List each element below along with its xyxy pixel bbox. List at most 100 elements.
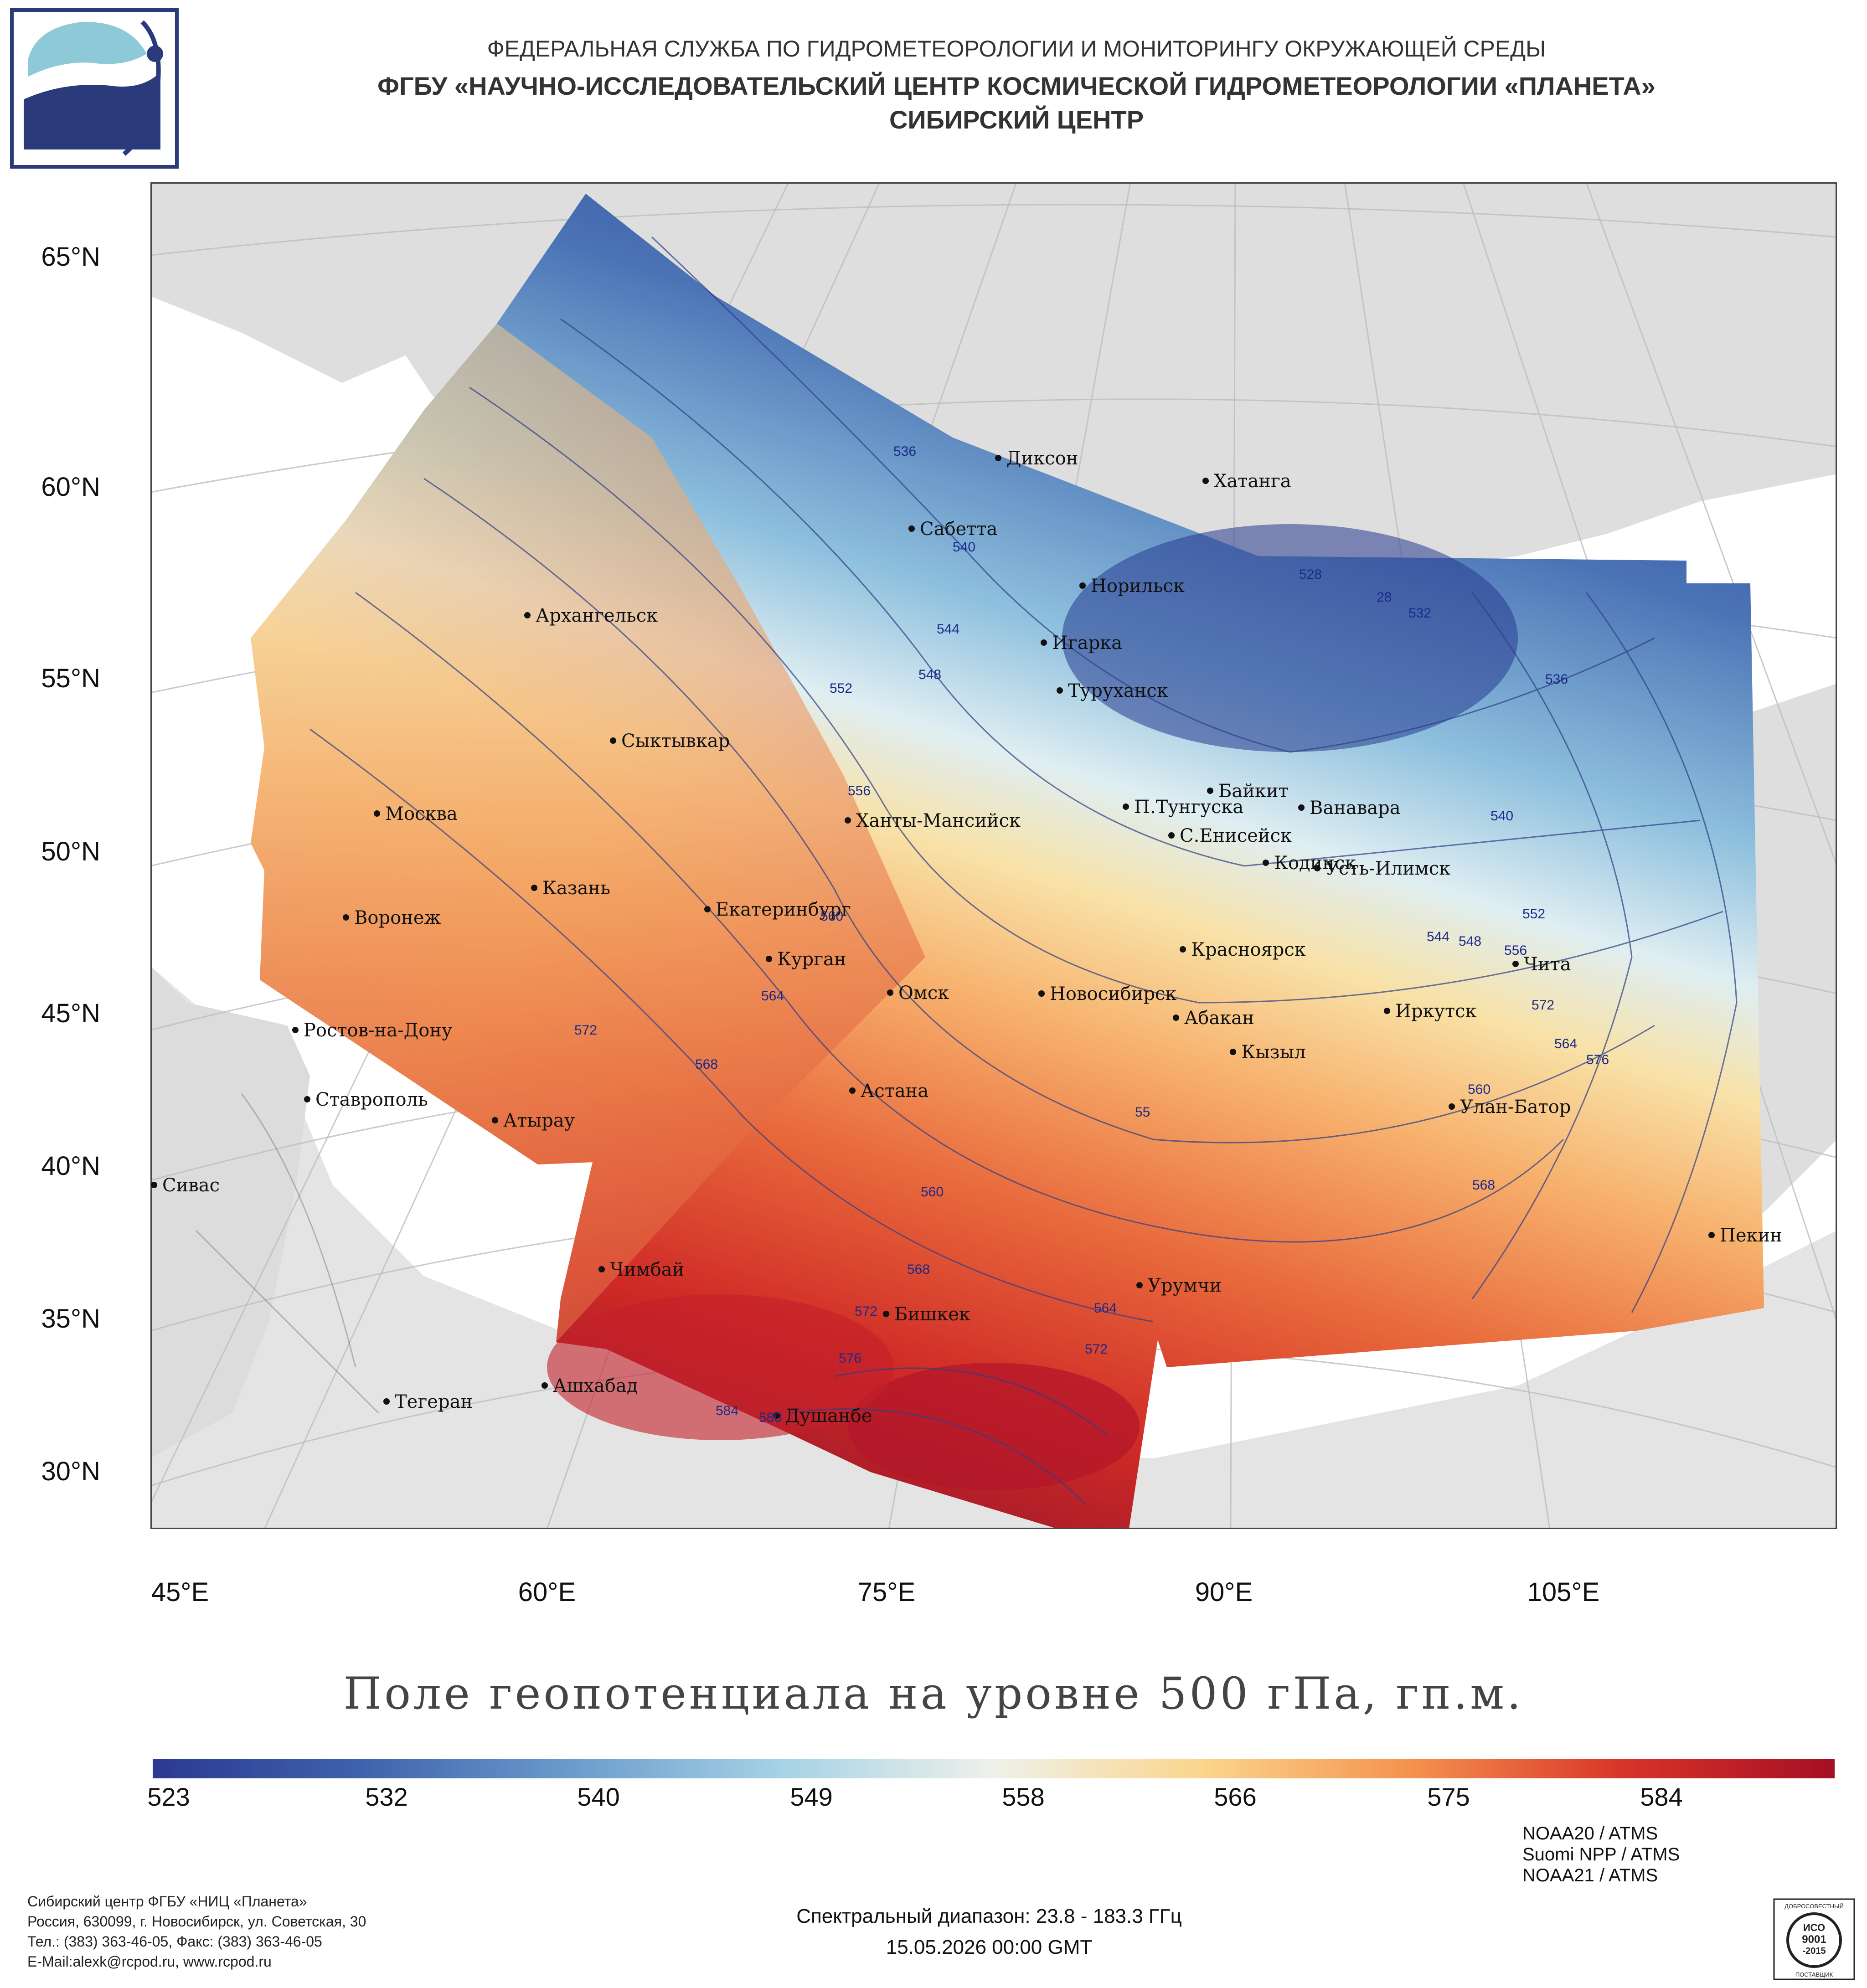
map-title: Поле геопотенциала на уровне 500 гПа, гп… [343, 1668, 1524, 1719]
city-label: Атырау [503, 1110, 575, 1131]
city-label: Игарка [1052, 633, 1122, 654]
city-marker-icon [766, 956, 772, 962]
contour-value-label: 556 [1504, 943, 1527, 958]
city-marker-icon [887, 989, 893, 996]
contact-email[interactable]: E-Mail:alexk@rcpod.ru, www.rcpod.ru [27, 1953, 272, 1970]
satellite-item: Suomi NPP / ATMS [1522, 1844, 1680, 1864]
colorbar-tick-523: 523 [147, 1782, 190, 1811]
city-marker-icon [995, 455, 1001, 461]
iso-certification-badge-icon: ДОБРОСОВЕСТНЫЙ ИСО 9001 -2015 ПОСТАВЩИК [1773, 1898, 1855, 1980]
contour-value-label: 560 [1468, 1082, 1491, 1097]
contour-value-label: 548 [1459, 934, 1481, 949]
contour-value-label: 544 [937, 622, 959, 637]
city-marker-icon [883, 1311, 889, 1317]
contour-value-label: 540 [1491, 809, 1513, 824]
contour-value-label: 552 [830, 681, 852, 696]
colorbar-tick-575: 575 [1427, 1782, 1470, 1811]
lon-label-105: 105°E [1527, 1577, 1600, 1607]
contour-value-label: 576 [1586, 1052, 1609, 1067]
city-label: Усть-Илимск [1325, 858, 1450, 879]
city-marker-icon [383, 1398, 390, 1405]
city-label: Ашхабад [553, 1375, 638, 1396]
satellite-item: NOAA20 / ATMS [1522, 1823, 1658, 1844]
city-label: Байкит [1218, 781, 1289, 802]
contour-value-label: 568 [907, 1262, 930, 1277]
city-label: Ростов-на-Дону [304, 1020, 453, 1041]
city-label: Тегеран [395, 1391, 473, 1412]
city-marker-icon [1136, 1282, 1143, 1288]
contour-value-label: 564 [761, 989, 784, 1004]
contour-value-label: 28 [1377, 590, 1392, 605]
planeta-logo-icon [10, 8, 179, 169]
lon-label-60: 60°E [518, 1577, 576, 1607]
contour-value-label: 540 [953, 540, 975, 555]
city-label: Новосибирск [1050, 984, 1176, 1004]
city-label: Урумчи [1148, 1275, 1222, 1296]
city-marker-icon [304, 1096, 310, 1102]
city-label: Архангельск [536, 605, 658, 626]
satellite-item: NOAA21 / ATMS [1522, 1865, 1658, 1885]
contact-phone: Тел.: (383) 363-46-05, Факс: (383) 363-4… [27, 1933, 322, 1950]
lat-label-50: 50°N [41, 837, 100, 866]
lon-label-45: 45°E [151, 1577, 209, 1607]
city-marker-icon [1202, 478, 1209, 484]
contact-address: Россия, 630099, г. Новосибирск, ул. Сове… [27, 1913, 366, 1930]
colorbar-tick-558: 558 [1002, 1782, 1045, 1811]
geopotential-map: Диксон Хатанга Сабетта Норильск Архангельск И… [150, 182, 1837, 1529]
colorbar-tick-566: 566 [1214, 1782, 1257, 1811]
city-label: Иркутск [1395, 1001, 1477, 1022]
city-label: Бишкек [894, 1304, 970, 1325]
city-label: Красноярск [1191, 939, 1306, 960]
city-marker-icon [1384, 1008, 1390, 1014]
city-label: С.Енисейск [1180, 825, 1292, 846]
city-marker-icon [1168, 832, 1175, 839]
contour-value-label: 580 [759, 1410, 782, 1425]
iso-top-text: ДОБРОСОВЕСТНЫЙ [1784, 1903, 1844, 1910]
colorbar [153, 1759, 1835, 1778]
contour-value-label: 548 [918, 667, 941, 682]
city-marker-icon [343, 914, 349, 921]
colorbar-tick-549: 549 [790, 1782, 833, 1811]
city-marker-icon [374, 810, 380, 817]
lon-label-75: 75°E [857, 1577, 916, 1607]
colorbar-tick-540: 540 [577, 1782, 620, 1811]
city-marker-icon [531, 885, 537, 891]
contact-info: Сибирский центр ФГБУ «НИЦ «Планета» Росс… [27, 1891, 366, 1972]
lat-label-45: 45°N [41, 999, 100, 1028]
city-marker-icon [1207, 788, 1213, 794]
iso-bottom-text: ПОСТАВЩИК [1795, 1971, 1833, 1978]
city-label: Москва [385, 803, 458, 824]
contour-value-label: 560 [921, 1185, 944, 1200]
contour-value-label: 544 [1427, 929, 1449, 944]
city-label: Ставрополь [315, 1089, 428, 1110]
city-marker-icon [610, 737, 616, 744]
city-label: Сыктывкар [621, 731, 730, 752]
city-marker-icon [151, 1182, 157, 1188]
header-agency: ФЕДЕРАЛЬНАЯ СЛУЖБА ПО ГИДРОМЕТЕОРОЛОГИИ … [487, 36, 1546, 62]
lat-label-65: 65°N [41, 242, 100, 272]
city-label: Сивас [162, 1175, 220, 1196]
city-marker-icon [845, 817, 851, 824]
city-label: Туруханск [1068, 680, 1168, 701]
city-label: Чита [1524, 954, 1571, 975]
contour-value-label: 532 [1408, 606, 1431, 621]
contour-value-label: 568 [1472, 1178, 1495, 1193]
contour-value-label: 528 [1299, 567, 1322, 582]
city-label: Хатанга [1214, 471, 1291, 492]
contour-value-label: 55 [1135, 1105, 1150, 1120]
city-label: Екатеринбург [716, 899, 851, 920]
city-label: Воронеж [354, 907, 441, 928]
contour-value-label: 584 [716, 1403, 738, 1418]
city-marker-icon [524, 612, 531, 618]
contour-value-label: 572 [1532, 998, 1554, 1013]
iso-line3: -2015 [1802, 1946, 1826, 1956]
contour-value-label: 564 [1554, 1036, 1577, 1051]
spectral-range: Спектральный диапазон: 23.8 - 183.3 ГГц [796, 1905, 1182, 1927]
contour-value-label: 536 [1545, 672, 1568, 687]
contour-value-label: 552 [1522, 906, 1545, 922]
contour-value-label: 564 [1094, 1301, 1117, 1316]
city-marker-icon [292, 1027, 299, 1033]
header-center: СИБИРСКИЙ ЦЕНТР [889, 105, 1144, 134]
contour-value-label: 572 [574, 1023, 597, 1038]
city-label: Сабетта [920, 519, 997, 540]
